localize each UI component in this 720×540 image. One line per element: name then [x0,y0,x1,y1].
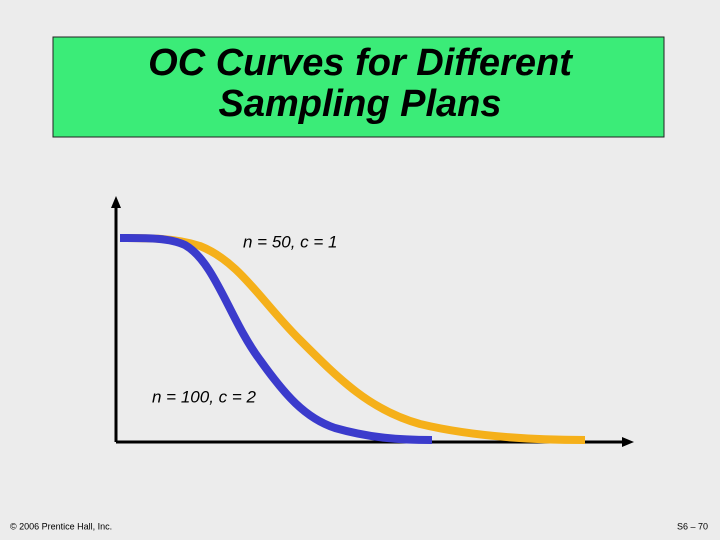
title-line: Sampling Plans [219,83,502,125]
curve-label: n = 50, c = 1 [243,232,338,251]
page-number: S6 – 70 [677,521,708,531]
curve-label: n = 100, c = 2 [152,387,257,406]
copyright: © 2006 Prentice Hall, Inc. [10,521,112,531]
oc-curve-n50 [119,234,586,444]
y-axis-arrow [111,196,121,208]
oc-curve-n100 [119,234,433,444]
x-axis-arrow [622,437,634,447]
title-box [52,36,665,138]
title-line: OC Curves for Different [148,42,573,84]
